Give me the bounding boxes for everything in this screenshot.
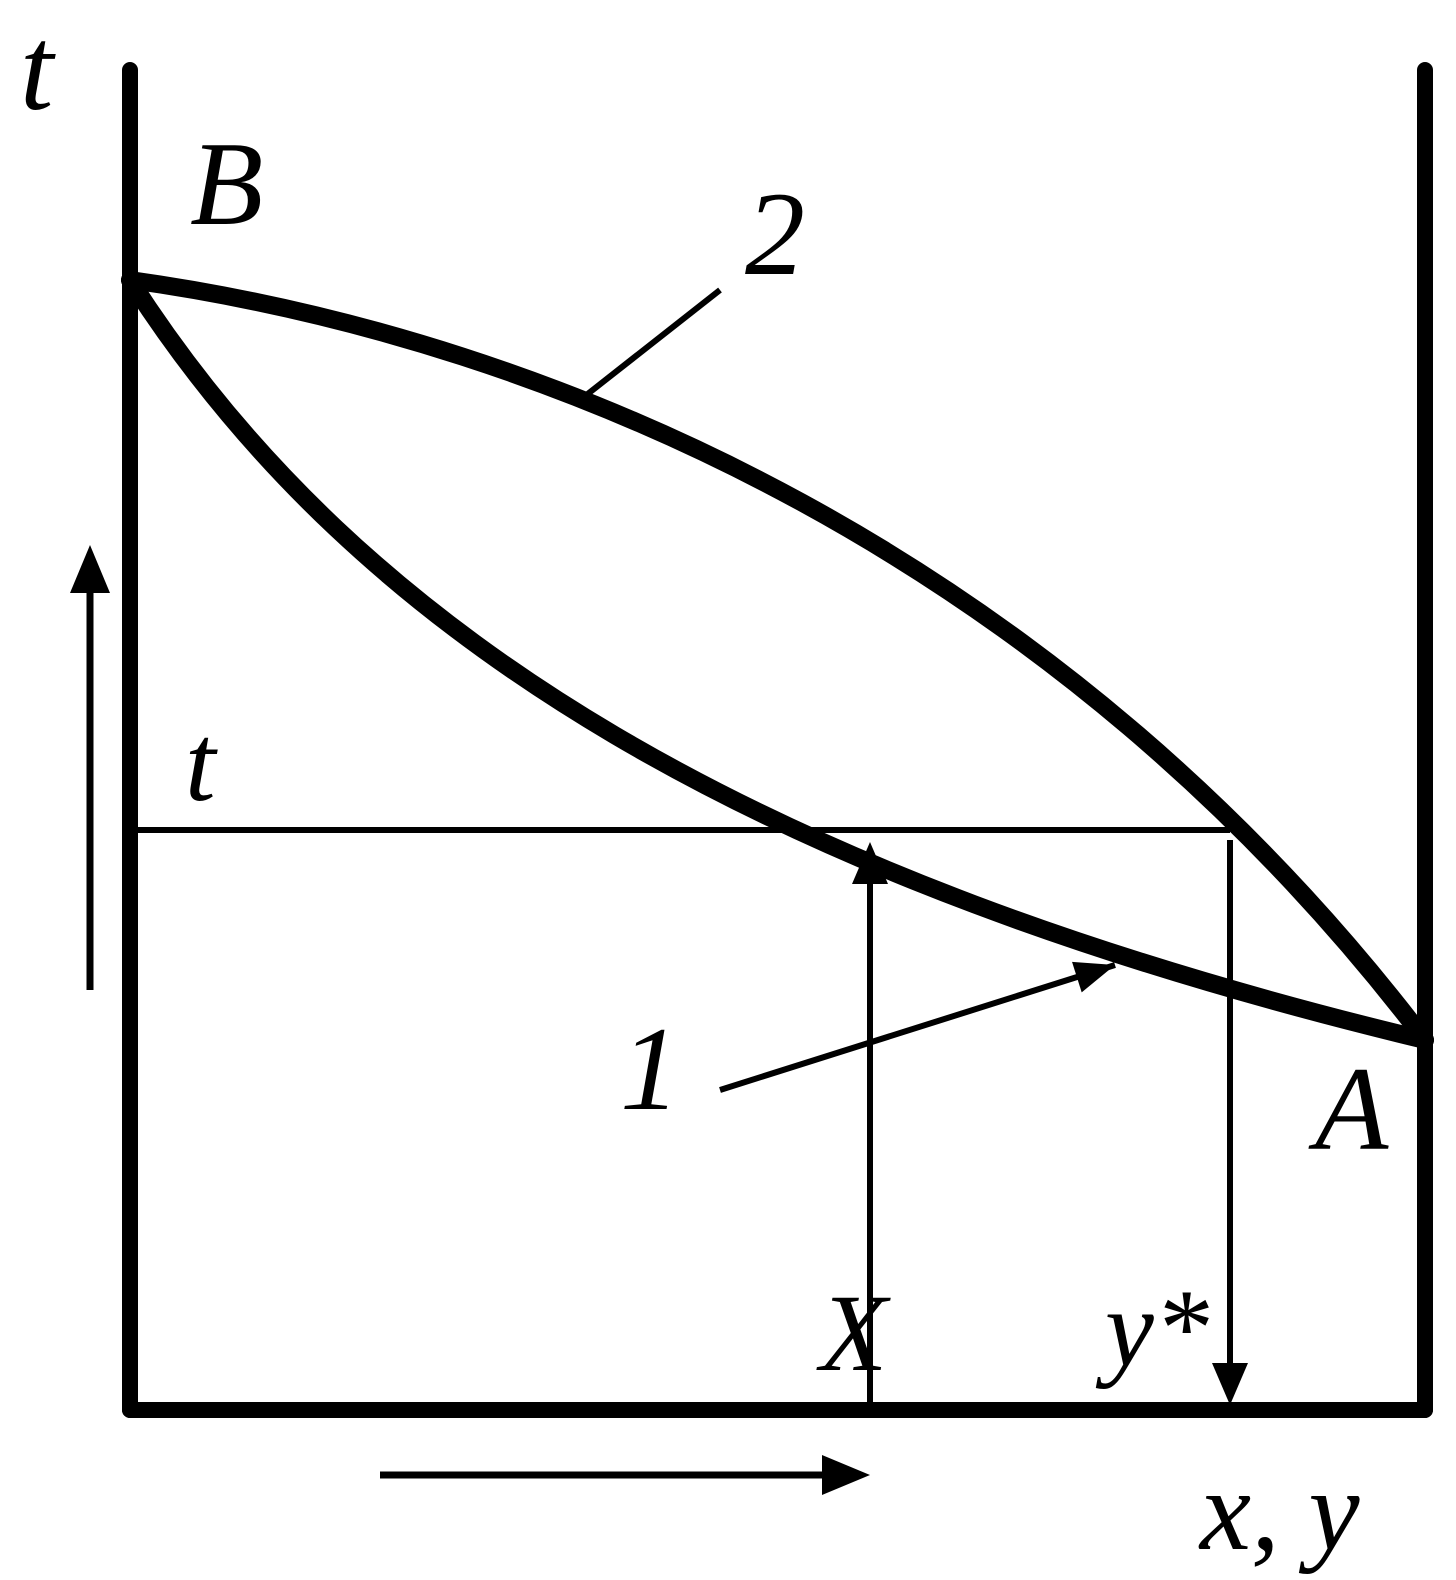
label-t_axis: t — [20, 0, 53, 138]
t-axis-arrowhead — [70, 545, 110, 593]
diagram-stage: tB2t1AXy*x, y — [0, 0, 1456, 1580]
x-axis-arrowhead — [822, 1455, 870, 1495]
label-xy_axis: x, y — [1200, 1445, 1360, 1577]
label-X: X — [820, 1270, 887, 1397]
pointer-1-arrowhead — [1072, 962, 1115, 993]
pointer-2 — [580, 290, 720, 400]
label-two: 2 — [745, 165, 805, 303]
label-t_mark: t — [185, 700, 216, 827]
label-Ystar: y* — [1105, 1265, 1209, 1392]
pointer-1 — [720, 965, 1115, 1090]
y-drop-arrowhead — [1212, 1363, 1248, 1405]
label-one: 1 — [620, 1000, 680, 1138]
label-A: A — [1315, 1040, 1388, 1178]
label-B: B — [190, 115, 263, 253]
